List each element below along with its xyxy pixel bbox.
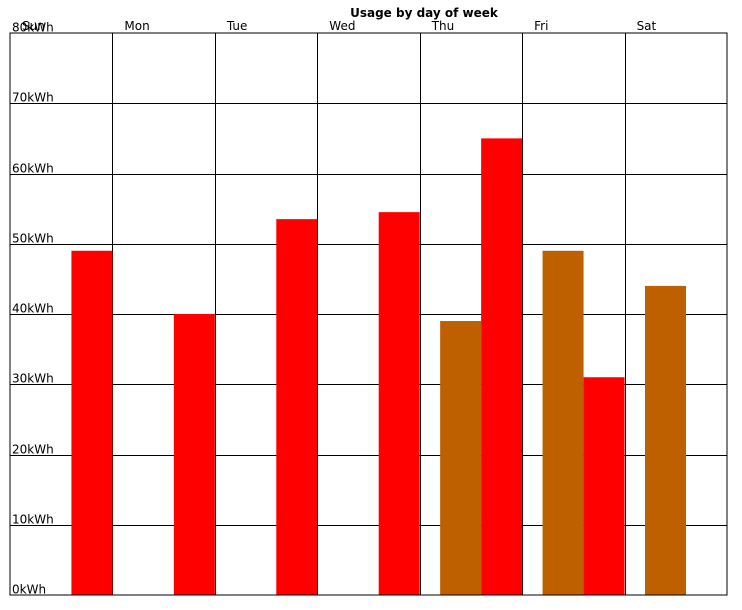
- plot-border: [9, 32, 728, 596]
- y-tick-label: 40kWh: [12, 302, 54, 316]
- y-tick-label: 50kWh: [12, 232, 54, 246]
- y-tick-label: 80kWh: [12, 21, 54, 35]
- y-axis-labels: 0kWh 10kWh 20kWh 30kWh 40kWh 50kWh 60kWh 70kWh 8…: [12, 21, 54, 597]
- x-tick-label: Tue: [226, 19, 248, 33]
- bar: [440, 321, 482, 595]
- y-tick-label: 60kWh: [12, 162, 54, 176]
- bar: [583, 377, 625, 595]
- x-tick-label: Wed: [329, 19, 355, 33]
- bar: [481, 138, 523, 596]
- y-tick-label: 10kWh: [12, 513, 54, 527]
- x-tick-label: Mon: [124, 19, 149, 33]
- x-axis-labels: Sun Mon Tue Wed Thu Fri Sat: [22, 19, 657, 33]
- bar: [173, 314, 215, 595]
- x-tick-label: Sun: [22, 19, 45, 33]
- y-tick-label: 30kWh: [12, 372, 54, 386]
- bar: [378, 212, 420, 595]
- y-tick-label: 70kWh: [12, 91, 54, 105]
- bars: [71, 138, 686, 596]
- bar: [276, 219, 318, 595]
- grid: [10, 33, 727, 595]
- x-tick-label: Thu: [431, 19, 455, 33]
- bar: [645, 285, 686, 595]
- y-tick-label: 20kWh: [12, 443, 54, 457]
- chart-title: Usage by day of week: [350, 6, 499, 20]
- x-tick-label: Fri: [534, 19, 548, 33]
- x-tick-label: Sat: [637, 19, 657, 33]
- bar: [71, 250, 113, 595]
- bar: [542, 250, 584, 595]
- y-tick-label: 0kWh: [12, 583, 46, 597]
